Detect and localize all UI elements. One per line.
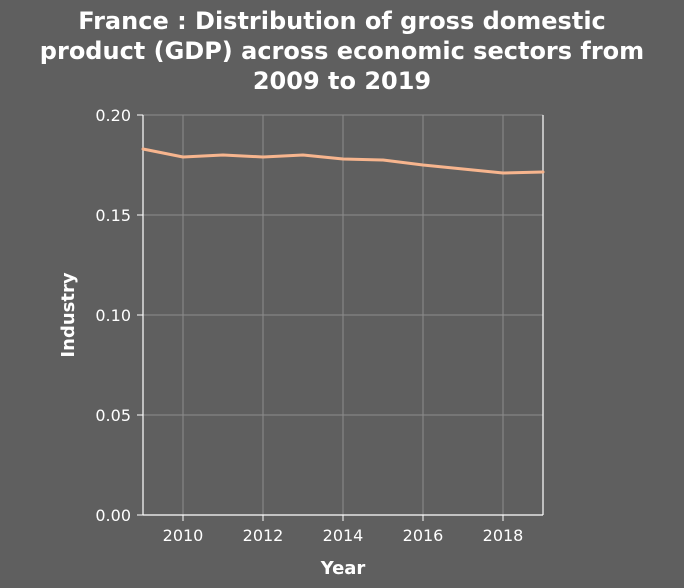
y-axis-title: Industry: [58, 272, 79, 357]
tick-labels: 0.00 0.05 0.10 0.15 0.20 2010 2012 2014 2016 2018: [95, 106, 523, 545]
grid: [143, 115, 543, 515]
x-tick-label: 2016: [403, 526, 444, 545]
chart-title-line-1: France : Distribution of gross domestic: [78, 7, 606, 35]
y-tick-label: 0.10: [95, 306, 131, 325]
axes: [137, 115, 543, 521]
x-tick-label: 2012: [243, 526, 284, 545]
y-tick-label: 0.20: [95, 106, 131, 125]
chart-title-line-3: 2009 to 2019: [253, 67, 431, 95]
x-tick-label: 2010: [163, 526, 204, 545]
chart-title: France : Distribution of gross domestic …: [40, 7, 644, 95]
chart-title-line-2: product (GDP) across economic sectors fr…: [40, 37, 644, 65]
y-tick-label: 0.15: [95, 206, 131, 225]
x-axis-title: Year: [320, 558, 366, 579]
x-tick-label: 2014: [323, 526, 364, 545]
y-tick-label: 0.05: [95, 406, 131, 425]
x-tick-label: 2018: [483, 526, 524, 545]
y-tick-label: 0.00: [95, 506, 131, 525]
